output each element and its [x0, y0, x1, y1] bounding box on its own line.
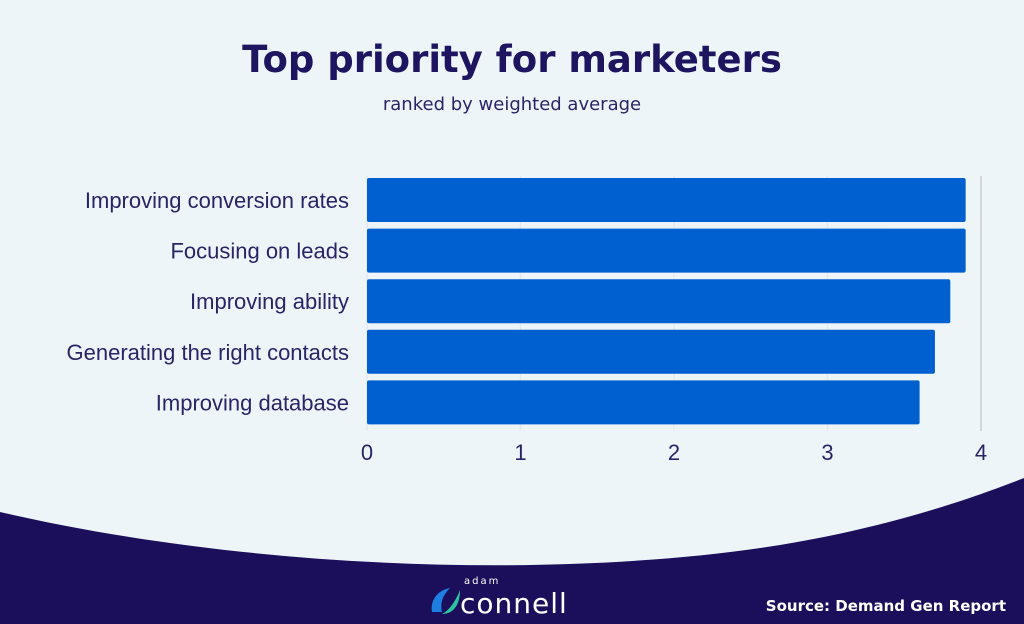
category-label: Improving conversion rates [85, 188, 349, 213]
adam-connell-logo: adam connell [428, 576, 608, 620]
bar [367, 380, 920, 425]
logo-top-text: adam [464, 576, 501, 587]
chart-title: Top priority for marketers [242, 38, 782, 81]
bar [367, 329, 935, 374]
category-label: Focusing on leads [170, 239, 349, 264]
bar [367, 228, 966, 273]
x-tick-label: 1 [514, 440, 526, 465]
category-label: Generating the right contacts [67, 340, 350, 365]
logo-main-text: connell [460, 587, 568, 620]
category-label: Improving ability [190, 289, 349, 314]
x-tick-label: 4 [975, 440, 987, 465]
x-tick-label: 2 [668, 440, 680, 465]
x-tick-label: 3 [821, 440, 833, 465]
category-label: Improving database [156, 390, 349, 415]
footer-band [0, 478, 1024, 624]
bar [367, 279, 951, 324]
chart-subtitle: ranked by weighted average [382, 94, 642, 115]
source-note: Source: Demand Gen Report [765, 597, 1006, 615]
x-tick-label: 0 [361, 440, 373, 465]
bar [367, 178, 966, 222]
logo-icon [431, 588, 460, 614]
